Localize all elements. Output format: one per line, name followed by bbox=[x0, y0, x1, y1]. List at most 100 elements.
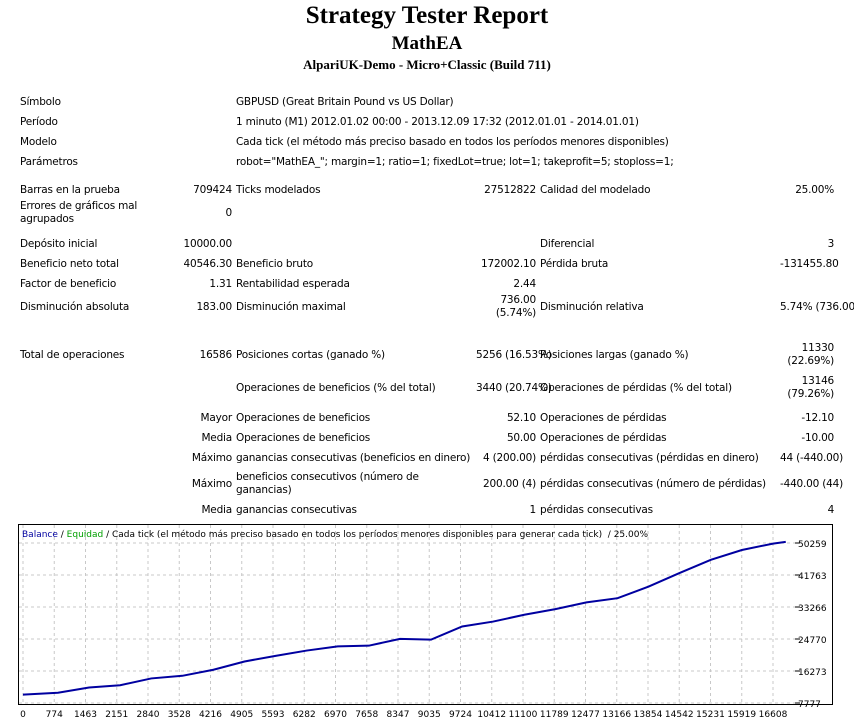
y-tick-label: 33266 bbox=[798, 604, 827, 614]
label: Máximo bbox=[191, 477, 232, 490]
x-tick-label: 774 bbox=[46, 710, 63, 720]
label: Ticks modelados bbox=[236, 183, 321, 196]
value: 2.44 bbox=[513, 277, 536, 290]
label: Pérdida bruta bbox=[540, 257, 609, 270]
label: Máximo bbox=[191, 451, 232, 464]
label: ganancias consecutivas bbox=[236, 503, 357, 516]
value: 1 bbox=[529, 503, 537, 516]
label: Rentabilidad esperada bbox=[236, 277, 350, 290]
value: 10000.00 bbox=[183, 237, 232, 250]
x-tick-label: 9035 bbox=[418, 710, 441, 720]
label: Parámetros bbox=[20, 155, 78, 168]
y-tick-label: 16273 bbox=[798, 668, 827, 678]
x-tick-label: 1463 bbox=[74, 710, 97, 720]
label: Disminución maximal bbox=[236, 300, 346, 313]
x-tick-label: 6282 bbox=[293, 710, 316, 720]
label: Modelo bbox=[20, 135, 57, 148]
label: Operaciones de pérdidas bbox=[540, 411, 667, 424]
value: 4 bbox=[827, 503, 835, 516]
x-tick-label: 13854 bbox=[634, 710, 663, 720]
value: 736.00 (5.74%) bbox=[495, 294, 536, 319]
value: 709424 bbox=[193, 183, 232, 196]
label: Barras en la prueba bbox=[20, 183, 120, 196]
value: -440.00 (44) bbox=[780, 477, 844, 490]
value: -12.10 bbox=[801, 411, 835, 424]
x-tick-label: 15919 bbox=[727, 710, 756, 720]
value: 50.00 bbox=[506, 431, 536, 444]
report-table: Símbolo GBPUSD (Great Britain Pound vs US… bbox=[18, 92, 854, 520]
value: 52.10 bbox=[506, 411, 536, 424]
label: Operaciones de beneficios bbox=[236, 431, 371, 444]
label: Disminución absoluta bbox=[20, 300, 130, 313]
value: 200.00 (4) bbox=[483, 477, 536, 490]
label: Período bbox=[20, 115, 58, 128]
legend-description: / Cada tick (el método más preciso basad… bbox=[103, 529, 648, 540]
x-tick-label: 15231 bbox=[696, 710, 725, 720]
label: Operaciones de beneficios (% del total) bbox=[236, 381, 436, 394]
value: 25.00% bbox=[795, 183, 835, 196]
label: Errores de gráficos mal agrupados bbox=[20, 200, 138, 225]
value: 3 bbox=[827, 237, 835, 250]
x-tick-label: 3528 bbox=[168, 710, 191, 720]
x-tick-label: 9724 bbox=[449, 710, 472, 720]
x-tick-label: 11789 bbox=[540, 710, 569, 720]
value: 3440 (20.74%) bbox=[476, 381, 552, 394]
x-tick-label: 2840 bbox=[137, 710, 160, 720]
x-tick-label: 14542 bbox=[665, 710, 694, 720]
balance-chart: Balance / Equidad / Cada tick (el método… bbox=[18, 524, 833, 720]
value: 172002.10 bbox=[481, 257, 536, 270]
x-tick-label: 6970 bbox=[324, 710, 347, 720]
value: 44 (-440.00) bbox=[780, 451, 844, 464]
value: 11330 (22.69%) bbox=[787, 342, 835, 367]
balance-line bbox=[22, 540, 786, 696]
chart-legend: Balance / Equidad / Cada tick (el método… bbox=[22, 529, 648, 540]
label: Depósito inicial bbox=[20, 237, 98, 250]
value: 13146 (79.26%) bbox=[787, 375, 835, 400]
value: 1 minuto (M1) 2012.01.02 00:00 - 2013.12… bbox=[236, 115, 639, 128]
label: ganancias consecutivas (beneficios en di… bbox=[236, 451, 471, 464]
legend-separator: / bbox=[58, 530, 67, 540]
value: 1.31 bbox=[209, 277, 232, 290]
value: robot="MathEA_"; margin=1; ratio=1; fixe… bbox=[236, 155, 674, 168]
label: Media bbox=[201, 431, 232, 444]
label: Operaciones de beneficios bbox=[236, 411, 371, 424]
value: 27512822 bbox=[484, 183, 536, 196]
label: beneficios consecutivos (número de ganan… bbox=[236, 471, 419, 496]
legend-balance: Balance bbox=[22, 530, 58, 540]
y-tick-label: 24770 bbox=[798, 636, 827, 646]
label: pérdidas consecutivas bbox=[540, 503, 653, 516]
value: Cada tick (el método más preciso basado … bbox=[236, 135, 669, 148]
x-tick-label: 13166 bbox=[602, 710, 631, 720]
label: Total de operaciones bbox=[20, 348, 125, 361]
x-tick-label: 12477 bbox=[571, 710, 600, 720]
x-tick-label: 10412 bbox=[477, 710, 506, 720]
label: Operaciones de pérdidas (% del total) bbox=[540, 381, 732, 394]
label: Mayor bbox=[200, 411, 233, 424]
label: Calidad del modelado bbox=[540, 183, 651, 196]
y-tick-label: 7777 bbox=[798, 700, 821, 710]
x-tick-label: 11100 bbox=[509, 710, 538, 720]
x-tick-label: 4905 bbox=[230, 710, 253, 720]
y-tick-label: 41763 bbox=[798, 572, 827, 582]
value: -10.00 bbox=[801, 431, 835, 444]
label: Operaciones de pérdidas bbox=[540, 431, 667, 444]
y-axis-area bbox=[795, 525, 832, 704]
x-tick-label: 16608 bbox=[759, 710, 788, 720]
label: Media bbox=[201, 503, 232, 516]
label: Posiciones largas (ganado %) bbox=[540, 348, 689, 361]
value: 4 (200.00) bbox=[483, 451, 536, 464]
value: -131455.80 bbox=[780, 257, 839, 270]
label: Disminución relativa bbox=[540, 300, 644, 313]
label: Símbolo bbox=[20, 95, 61, 108]
value: 40546.30 bbox=[183, 257, 232, 270]
x-tick-label: 4216 bbox=[199, 710, 222, 720]
label: pérdidas consecutivas (número de pérdida… bbox=[540, 477, 766, 490]
x-tick-label: 8347 bbox=[387, 710, 410, 720]
value: 0 bbox=[225, 206, 233, 219]
label: Beneficio bruto bbox=[236, 257, 314, 270]
legend-equity: Equidad bbox=[67, 530, 104, 540]
value: 183.00 bbox=[196, 300, 232, 313]
label: Posiciones cortas (ganado %) bbox=[236, 348, 385, 361]
chart-frame bbox=[18, 524, 833, 705]
value: GBPUSD (Great Britain Pound vs US Dollar… bbox=[236, 95, 454, 108]
